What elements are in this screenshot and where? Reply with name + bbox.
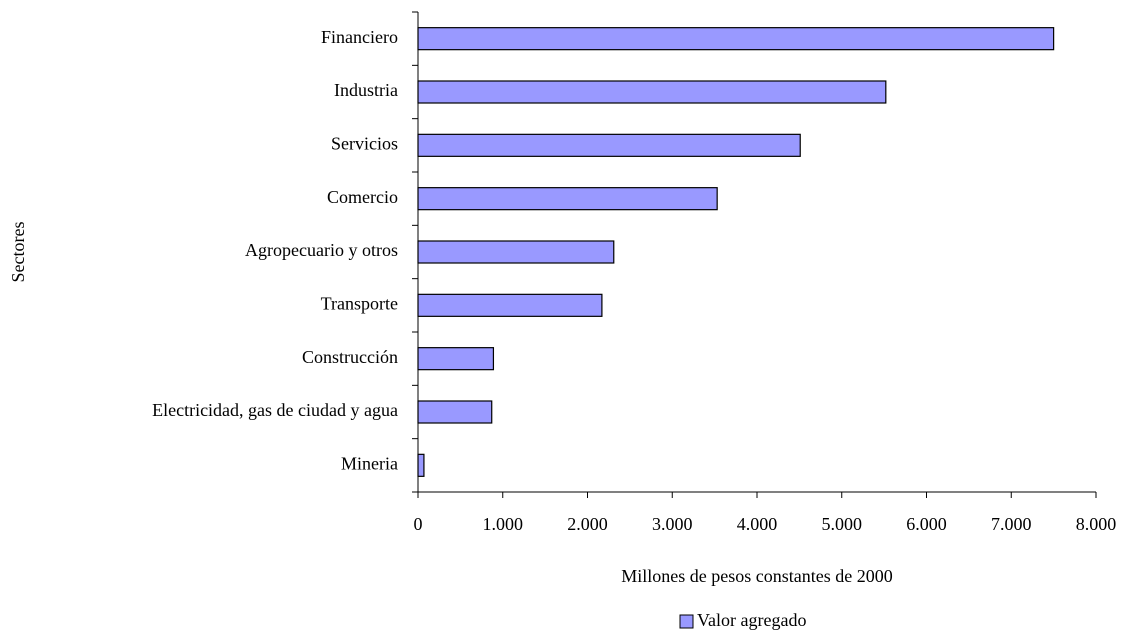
- bar: [417, 27, 1055, 51]
- y-tick-label: Comercio: [327, 187, 398, 207]
- bar: [417, 80, 887, 104]
- y-tick-label: Construcción: [302, 347, 398, 367]
- y-tick-label: Industria: [334, 80, 398, 100]
- y-tick-label: Electricidad, gas de ciudad y agua: [152, 400, 398, 420]
- x-tick-label: 8.000: [1076, 514, 1117, 534]
- bar: [417, 453, 425, 477]
- x-tick-label: 4.000: [737, 514, 778, 534]
- bar: [417, 400, 493, 424]
- legend-swatch: [679, 614, 694, 629]
- x-tick-label: 5.000: [822, 514, 863, 534]
- bar: [417, 347, 495, 371]
- bar: [417, 240, 615, 264]
- x-tick-label: 7.000: [991, 514, 1032, 534]
- y-tick-label: Transporte: [321, 293, 398, 313]
- x-tick-label: 3.000: [652, 514, 693, 534]
- x-axis-label: Millones de pesos constantes de 2000: [621, 566, 892, 586]
- bar: [417, 133, 801, 157]
- y-tick-label: Servicios: [331, 133, 398, 153]
- x-tick-label: 1.000: [483, 514, 524, 534]
- y-tick-label: Financiero: [321, 27, 398, 47]
- legend-label: Valor agregado: [697, 610, 806, 630]
- x-tick-label: 2.000: [567, 514, 608, 534]
- y-tick-label: Mineria: [341, 453, 398, 473]
- bar: [417, 293, 603, 317]
- y-tick-label: Agropecuario y otros: [245, 240, 398, 260]
- y-axis-label: Sectores: [8, 222, 28, 283]
- x-tick-label: 6.000: [906, 514, 947, 534]
- bar: [417, 187, 718, 211]
- x-tick-label: 0: [414, 514, 423, 534]
